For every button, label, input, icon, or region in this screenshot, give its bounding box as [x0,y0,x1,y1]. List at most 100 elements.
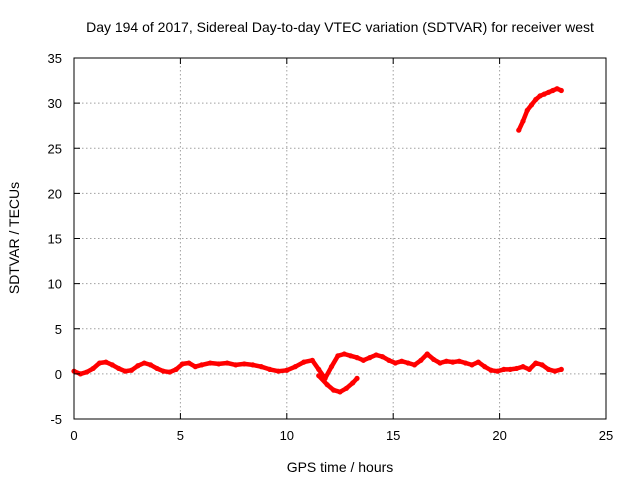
series-point [348,353,354,359]
series-point [533,96,539,103]
series-point [533,360,539,366]
series-point [316,373,322,379]
series-point [341,351,347,357]
series-point [77,371,83,377]
series-point [405,360,411,366]
series-point [437,360,443,366]
series-point [456,358,462,364]
series-point [324,382,330,388]
series-point [520,364,526,370]
series-point [186,360,192,366]
series-point [494,368,501,374]
axis-ticks: 0 5 10 15 20 25 -5 0 5 10 15 20 25 30 35 [48,51,614,443]
x-tick-label: 15 [386,428,400,443]
series-point [84,369,90,375]
series-point [284,367,290,373]
series-point [109,362,115,368]
series-point [520,118,526,124]
series-point [354,355,360,361]
series-point [173,366,179,372]
series-point [399,358,405,364]
series-point [241,361,247,367]
series-point [450,359,456,365]
series-layer [71,86,564,395]
series-point [160,368,166,374]
x-axis-label: GPS time / hours [287,459,394,475]
y-tick-label: 0 [55,367,62,382]
x-tick-label: 10 [280,428,294,443]
series-point [545,89,552,95]
series-point [135,363,141,369]
series-point [331,387,337,393]
series-point [167,369,173,375]
series-point [103,359,109,365]
series-point [141,360,147,366]
series-point [379,354,386,360]
series-point [207,360,213,366]
series-point [552,368,558,374]
series-point [475,359,481,365]
series-point [386,357,392,363]
series-point [469,362,475,368]
series-point [267,366,273,372]
series-point [537,93,543,99]
series-point [488,367,494,373]
x-tick-label: 5 [177,428,184,443]
y-tick-label: 15 [48,232,62,247]
series-point [128,367,135,373]
series-point [335,353,341,359]
y-tick-label: 35 [48,51,62,66]
series-point [343,385,349,391]
y-tick-label: 5 [55,322,62,337]
x-tick-label: 20 [492,428,506,443]
series-point [418,357,424,363]
series-point [550,87,556,94]
series-point [192,364,198,370]
series-point [337,389,343,395]
chart-title: Day 194 of 2017, Sidereal Day-to-day VTE… [86,19,594,35]
series-point [154,365,160,372]
series-point [373,352,379,358]
y-tick-label: 30 [48,96,62,111]
x-tick-label: 25 [599,428,613,443]
series-point [199,362,205,368]
series-point [462,360,469,366]
series-point [514,365,520,372]
series-point [516,127,522,133]
series-point [411,362,418,368]
y-tick-label: 20 [48,186,62,201]
series-point [424,351,430,357]
series-point [148,362,154,368]
series-point [233,362,239,368]
series-point [528,102,535,108]
series-point [482,364,488,370]
series-point [354,375,360,381]
series-point [90,365,96,372]
series-point [309,357,315,363]
series-point [501,366,507,372]
series-point [316,366,322,372]
series-point [367,355,373,361]
series-point [292,364,298,370]
y-tick-label: 25 [48,141,62,156]
series-point [545,366,552,372]
grid-lines [74,58,606,419]
y-axis-label: SDTVAR / TECUs [6,182,22,294]
series-point [179,361,186,367]
series-point [554,86,560,92]
series-point [258,364,264,370]
series-point [431,356,437,363]
series-point [558,87,564,94]
series-point [96,360,103,366]
series-point [275,368,281,374]
series-point [116,365,122,372]
y-tick-label: -5 [50,412,62,427]
series-point [539,362,545,368]
series-point [216,361,222,367]
series-point [350,380,356,386]
series-point [122,368,128,374]
series-point [526,366,532,372]
series-point [301,359,307,365]
series-point [250,362,256,368]
